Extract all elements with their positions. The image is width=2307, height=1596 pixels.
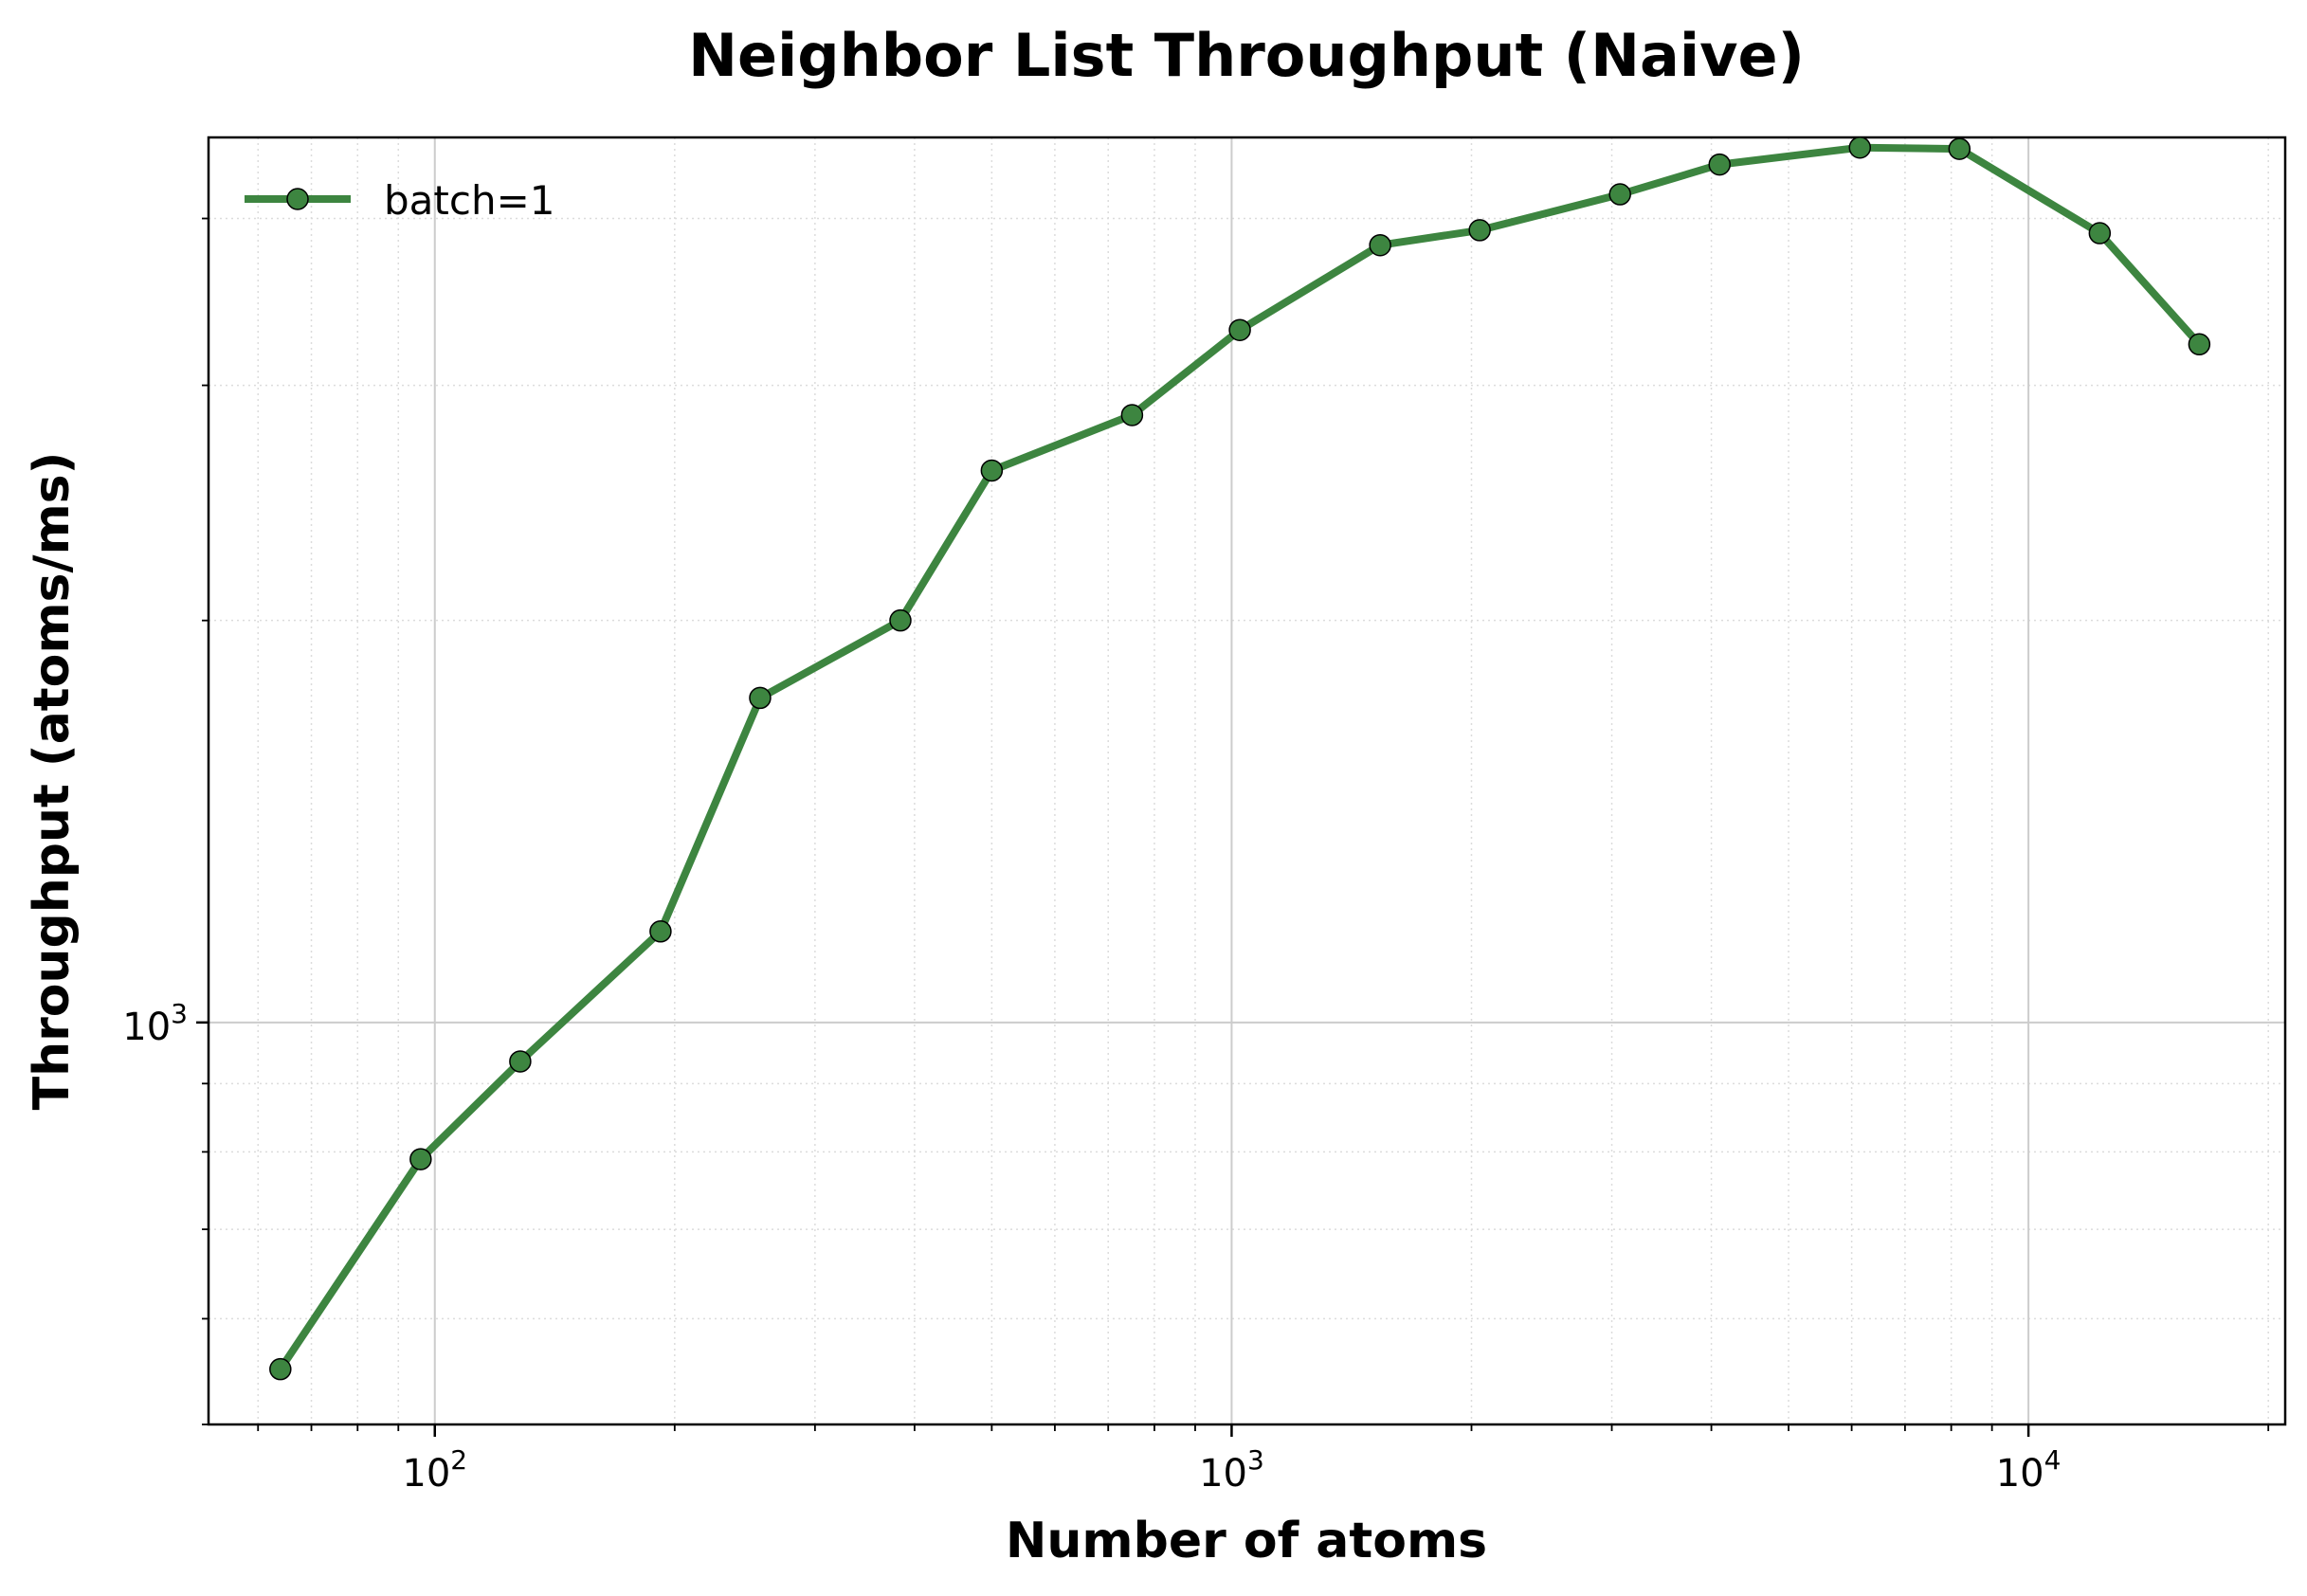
data-point (2188, 333, 2211, 356)
plot-frame (207, 136, 2287, 1426)
data-point (409, 1148, 432, 1170)
x-axis-ticks: 102 103 104 (257, 1424, 2270, 1496)
data-point (509, 1050, 532, 1073)
x-axis-label: Number of atoms (1006, 1513, 1487, 1569)
data-point (1120, 404, 1144, 426)
data-point (649, 920, 672, 943)
data-point (1228, 318, 1251, 341)
data-point (1848, 136, 1872, 159)
data-point (269, 1357, 292, 1381)
data-point (1369, 233, 1391, 257)
series-layer (269, 136, 2211, 1381)
data-point (749, 686, 772, 710)
data-point (980, 459, 1004, 482)
x-tick-label: 103 (1199, 1444, 1264, 1496)
data-point (1468, 219, 1491, 242)
chart-title: Neighbor List Throughput (Naive) (688, 21, 1805, 90)
data-point (1948, 137, 1971, 160)
y-axis-label: Throughput (atoms/ms) (24, 452, 81, 1111)
data-point (1708, 153, 1731, 176)
legend-marker-icon (286, 188, 309, 210)
legend: batch=1 (245, 177, 555, 224)
x-tick-label: 102 (402, 1444, 467, 1496)
x-tick-label: 104 (1996, 1444, 2062, 1496)
minor-grid (209, 137, 2285, 1425)
data-point (889, 608, 912, 632)
data-point (1608, 183, 1631, 206)
legend-label: batch=1 (384, 177, 555, 224)
y-tick-label: 103 (122, 998, 188, 1049)
major-grid (209, 137, 2285, 1424)
y-axis-ticks: 103 (122, 217, 209, 1425)
data-point (2088, 222, 2112, 245)
